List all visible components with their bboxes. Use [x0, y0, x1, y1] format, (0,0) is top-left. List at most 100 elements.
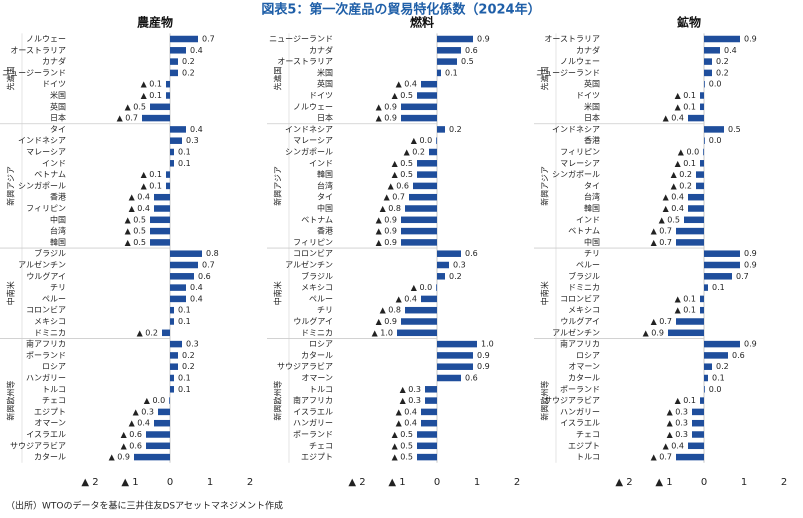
bar: [146, 442, 170, 450]
bar: [437, 352, 473, 359]
value-label: 0.0: [709, 80, 722, 89]
value-label: ▲ 0.9: [376, 238, 397, 247]
value-label: 0.6: [732, 351, 745, 360]
value-label: ▲ 1.0: [372, 328, 393, 337]
value-label: ▲ 0.4: [663, 204, 684, 213]
bar: [405, 306, 437, 314]
value-label: ▲ 0.7: [651, 453, 672, 462]
bar: [437, 47, 461, 54]
x-tick-label: 0: [701, 477, 707, 488]
value-label: ▲ 0.5: [125, 215, 146, 224]
bar: [401, 114, 437, 122]
bar: [688, 205, 704, 212]
value-label: 0.6: [465, 46, 478, 55]
bar: [170, 284, 186, 291]
bar: [704, 386, 705, 393]
bar: [688, 114, 704, 122]
value-label: ▲ 0.6: [121, 441, 142, 450]
bar: [437, 273, 445, 280]
category-label: サウジアラビア: [277, 362, 333, 371]
bar: [170, 160, 174, 167]
value-label: ▲ 0.7: [384, 193, 405, 202]
value-label: ▲ 0.9: [376, 317, 397, 326]
bar: [421, 419, 437, 427]
bar: [425, 397, 437, 404]
value-label: 0.2: [716, 68, 729, 77]
bar: [437, 58, 457, 65]
value-label: ▲ 0.2: [671, 181, 692, 190]
category-label: 米国: [317, 67, 333, 77]
category-label: オマーン: [301, 374, 333, 383]
value-label: ▲ 0.4: [396, 419, 417, 428]
value-label: ▲ 0.1: [141, 170, 162, 179]
value-label: ▲ 0.3: [400, 396, 421, 405]
bar: [676, 318, 704, 325]
bar: [703, 148, 704, 156]
bar: [700, 103, 704, 111]
value-label: ▲ 0.1: [675, 396, 696, 405]
group-label: 中南米: [273, 281, 283, 305]
bar: [169, 397, 170, 404]
value-label: 0.1: [178, 385, 191, 394]
category-label: 韓国: [50, 237, 66, 247]
bar: [170, 126, 186, 133]
category-label: 南アフリカ: [26, 339, 66, 349]
category-label: 日本: [584, 113, 600, 123]
group-label: 新興欧州等: [540, 381, 550, 421]
value-label: ▲ 0.4: [663, 441, 684, 450]
bar: [704, 261, 740, 269]
group-label: 先進国: [6, 67, 16, 91]
value-label: 0.1: [178, 306, 191, 315]
bar: [676, 227, 704, 235]
category-label: チリ: [317, 306, 333, 315]
page-title: 図表5：第一次産品の貿易特化係数（2024年）: [261, 2, 540, 18]
group-label: 中南米: [540, 281, 550, 305]
category-label: シンガポール: [552, 169, 600, 179]
bar: [170, 363, 178, 370]
bar: [170, 352, 178, 359]
category-label: インドネシア: [285, 125, 333, 134]
bar: [704, 250, 740, 257]
bar: [146, 431, 170, 438]
category-label: ノルウェー: [293, 102, 333, 111]
value-label: ▲ 0.9: [376, 114, 397, 123]
bar: [154, 193, 170, 201]
value-label: ▲ 0.1: [141, 80, 162, 89]
category-label: インド: [576, 215, 600, 224]
category-label: ハンガリー: [560, 406, 600, 416]
category-label: ポーランド: [26, 351, 66, 360]
bar: [700, 397, 704, 404]
value-label: 0.9: [744, 249, 757, 258]
bar: [170, 58, 178, 65]
category-label: ウルグアイ: [293, 316, 333, 326]
value-label: 0.1: [178, 374, 191, 383]
bar: [170, 374, 174, 382]
value-label: ▲ 0.5: [125, 227, 146, 236]
bar: [696, 182, 704, 190]
category-label: ドイツ: [576, 91, 600, 100]
category-label: ドイツ: [309, 91, 333, 100]
value-label: ▲ 0.1: [675, 91, 696, 100]
bar: [696, 171, 704, 178]
category-label: 台湾: [584, 192, 600, 202]
category-label: ドミニカ: [301, 328, 333, 337]
bar: [170, 340, 182, 348]
category-label: ロシア: [309, 340, 333, 349]
value-label: 0.6: [465, 374, 478, 383]
bar: [142, 114, 170, 122]
value-label: ▲ 0.7: [651, 238, 672, 247]
category-label: 中国: [317, 203, 333, 213]
category-label: 南アフリカ: [293, 395, 333, 405]
bar: [704, 35, 740, 43]
bar: [692, 408, 704, 416]
value-label: ▲ 0.9: [376, 102, 397, 111]
value-label: 0.4: [190, 46, 203, 55]
category-label: インド: [309, 159, 333, 168]
value-label: 0.7: [202, 35, 215, 44]
value-label: 0.9: [744, 261, 757, 270]
bar: [437, 374, 461, 382]
value-label: ▲ 0.5: [125, 238, 146, 247]
category-label: 日本: [50, 113, 66, 123]
category-label: マレーシア: [293, 136, 333, 145]
value-label: 0.7: [736, 272, 749, 281]
